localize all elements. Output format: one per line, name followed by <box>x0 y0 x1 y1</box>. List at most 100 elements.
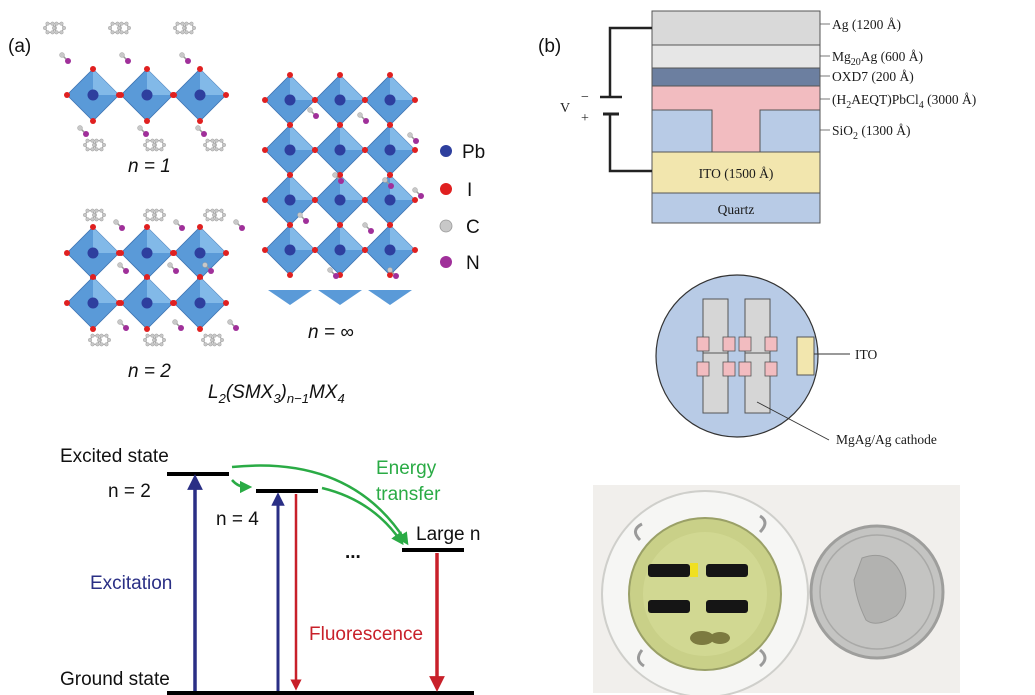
n-atom <box>208 268 214 274</box>
c-atom <box>159 333 164 338</box>
octahedron-base <box>318 290 362 305</box>
c-atom <box>117 262 123 268</box>
layer-ag <box>651 10 821 46</box>
oxd7-layer-label: OXD7 (200 Å) <box>832 69 914 84</box>
i-atom <box>90 274 96 280</box>
i-atom <box>387 72 393 78</box>
layer-mgag <box>651 44 821 69</box>
c-atom <box>159 342 164 347</box>
c-atom <box>172 26 177 31</box>
c-atom <box>95 333 100 338</box>
c-atom <box>184 30 189 35</box>
c-atom <box>161 142 166 147</box>
c-atom <box>99 138 104 143</box>
c-atom <box>173 219 179 225</box>
pb-atom <box>194 247 206 259</box>
i-atom <box>223 300 229 306</box>
c-atom <box>154 147 159 152</box>
c-atom <box>189 30 194 35</box>
legend-dot-c <box>439 219 453 233</box>
i-atom <box>197 326 203 332</box>
i-atom <box>387 272 393 278</box>
c-atom <box>115 21 120 26</box>
octahedron-facet <box>390 225 415 250</box>
pixel-3 <box>738 336 752 352</box>
i-atom <box>312 197 318 203</box>
c-atom <box>175 30 180 35</box>
c-atom <box>90 208 95 213</box>
c-atom <box>145 217 150 222</box>
c-atom <box>154 217 159 222</box>
c-atom <box>142 142 147 147</box>
octahedron-facet <box>340 75 365 100</box>
pb-atom <box>334 94 346 106</box>
c-atom <box>209 338 214 343</box>
c-atom <box>142 338 147 343</box>
octahedron-facet <box>290 175 315 200</box>
c-atom <box>387 267 393 273</box>
legend-dot-i <box>440 183 452 195</box>
c-atom <box>145 333 150 338</box>
i-atom <box>144 66 150 72</box>
octahedron-facet <box>200 69 226 95</box>
octahedron-base <box>268 290 312 305</box>
i-atom <box>287 272 293 278</box>
n-atom <box>143 131 149 137</box>
i-atom <box>144 224 150 230</box>
pb-atom <box>141 297 153 309</box>
c-atom <box>203 342 208 347</box>
i-atom <box>412 97 418 103</box>
i-atom <box>262 97 268 103</box>
octahedron-facet <box>147 277 173 303</box>
c-atom <box>205 147 210 152</box>
octahedron-facet <box>340 225 365 250</box>
c-atom <box>219 208 224 213</box>
c-atom <box>159 138 164 143</box>
substrate-disk <box>655 274 819 438</box>
level-n4-label: n = 4 <box>216 509 259 530</box>
pb-atom <box>284 244 296 256</box>
i-atom <box>197 118 203 124</box>
c-atom <box>214 208 219 213</box>
c-atom <box>87 338 92 343</box>
i-atom <box>90 326 96 332</box>
structure-ninf <box>262 72 424 305</box>
i-atom <box>287 122 293 128</box>
i-atom <box>287 222 293 228</box>
octahedron-facet <box>93 277 119 303</box>
c-atom <box>202 212 207 217</box>
i-atom <box>362 247 368 253</box>
c-atom <box>101 212 106 217</box>
c-atom <box>116 26 121 31</box>
photo-cathode-1 <box>648 564 690 577</box>
energy-transfer-label-2: transfer <box>376 484 441 505</box>
mgag-layer-label: Mg20Ag (600 Å) <box>832 49 923 68</box>
c-atom <box>167 262 173 268</box>
i-atom <box>118 300 124 306</box>
c-atom <box>159 147 164 152</box>
c-atom <box>332 172 338 178</box>
layer-oxd7 <box>651 67 821 87</box>
n-atom <box>313 113 319 119</box>
pb-atom <box>384 144 396 156</box>
n-atom <box>178 325 184 331</box>
i-atom <box>362 97 368 103</box>
i-atom <box>312 247 318 253</box>
pb-atom <box>284 194 296 206</box>
octahedron-facet <box>290 125 315 150</box>
octahedron-facet <box>390 125 415 150</box>
c-atom <box>210 217 215 222</box>
c-atom <box>150 138 155 143</box>
i-atom <box>144 274 150 280</box>
c-atom <box>161 338 166 343</box>
c-atom <box>382 177 388 183</box>
c-atom <box>145 208 150 213</box>
c-atom <box>159 217 164 222</box>
sio2-layer-label: SiO2 (1300 Å) <box>832 123 911 142</box>
octahedron-facet <box>93 69 119 95</box>
pb-atom <box>384 94 396 106</box>
label-n1: n = 1 <box>128 156 171 177</box>
octahedron-facet <box>290 75 315 100</box>
c-atom <box>202 142 207 147</box>
